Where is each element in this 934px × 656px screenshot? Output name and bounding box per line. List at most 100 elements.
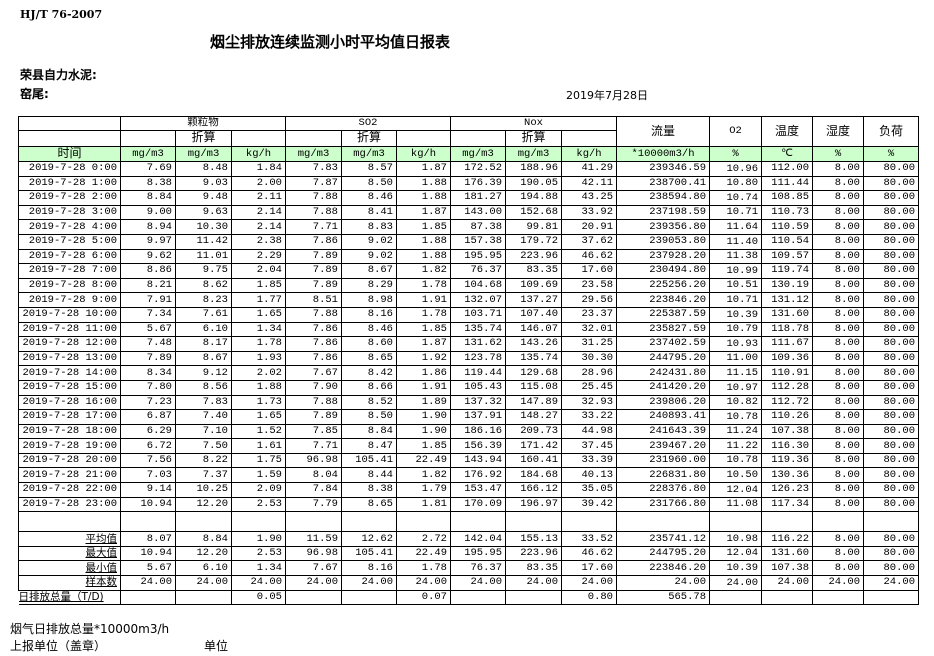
- summary-row: 最大值 10.94 12.20 2.53 96.98 105.41 22.49 195.95 2…: [18, 545, 919, 562]
- value-cell: 8.46: [341, 190, 397, 206]
- value-cell: 7.67: [285, 365, 342, 381]
- value-cell: 8.00: [812, 531, 864, 547]
- row-label: 2019-7-28 21:00: [18, 467, 121, 484]
- value-cell: 24.00: [341, 575, 397, 591]
- value-cell: 239806.20: [616, 394, 710, 411]
- value-cell: 9.00: [120, 204, 176, 221]
- value-cell: 12.62: [341, 531, 397, 547]
- value-cell: 33.22: [561, 409, 617, 425]
- value-cell: 7.88: [285, 394, 342, 411]
- value-cell: 10.71: [709, 204, 762, 221]
- value-cell: 8.00: [812, 365, 864, 381]
- value-cell: 7.90: [285, 379, 342, 396]
- value-cell: 0.07: [396, 589, 451, 606]
- value-cell: 142.04: [450, 531, 506, 547]
- value-cell: 7.86: [285, 233, 342, 250]
- row-label: 2019-7-28 12:00: [18, 336, 121, 352]
- value-cell: 10.94: [120, 496, 176, 513]
- row-label: 2019-7-28 16:00: [18, 394, 121, 411]
- value-cell: 130.36: [761, 467, 813, 484]
- value-cell: 96.98: [285, 545, 342, 562]
- value-cell: 8.41: [341, 204, 397, 221]
- value-cell: 8.00: [812, 379, 864, 396]
- value-cell: 8.51: [285, 292, 342, 308]
- value-cell: 30.30: [561, 350, 617, 367]
- value-cell: 9.12: [175, 365, 232, 381]
- table-row: 2019-7-28 18:00 6.29 7.10 1.52 7.85 8.84 1.90 1…: [18, 423, 919, 440]
- value-cell: 24.00: [812, 575, 864, 591]
- value-cell: 8.00: [812, 292, 864, 308]
- value-cell: 143.26: [505, 336, 562, 352]
- value-cell: 181.27: [450, 190, 506, 206]
- value-cell: 137.32: [450, 394, 506, 411]
- value-cell: 8.56: [175, 379, 232, 396]
- header-blank: [18, 130, 121, 147]
- value-cell: 8.00: [812, 175, 864, 192]
- value-cell: 8.66: [341, 379, 397, 396]
- value-cell: 8.57: [341, 161, 397, 177]
- unit-cell: kg/h: [396, 146, 451, 162]
- value-cell: 107.38: [761, 423, 813, 440]
- value-cell: 7.86: [285, 321, 342, 338]
- value-cell: 9.63: [175, 204, 232, 221]
- value-cell: 80.00: [863, 248, 919, 265]
- value-cell: 80.00: [863, 467, 919, 484]
- value-cell: 24.00: [505, 575, 562, 591]
- value-cell: 8.00: [812, 219, 864, 235]
- header-converted: 折算: [341, 130, 397, 147]
- value-cell: 10.96: [709, 161, 762, 177]
- table-row: 2019-7-28 7:00 8.86 9.75 2.04 7.89 8.67 1.82 76…: [18, 263, 919, 279]
- row-label: 2019-7-28 14:00: [18, 365, 121, 381]
- value-cell: 6.72: [120, 438, 176, 454]
- value-cell: 8.00: [812, 482, 864, 498]
- value-cell: 8.21: [120, 277, 176, 294]
- value-cell: 8.42: [341, 365, 397, 381]
- value-cell: 1.75: [231, 452, 286, 469]
- daily-total-row: 日排放总量（T/D) 0.05 0.07 0.80 565.78: [18, 589, 919, 606]
- value-cell: 107.40: [505, 306, 562, 323]
- blank-row: [18, 511, 919, 533]
- value-cell: 1.87: [396, 336, 451, 352]
- value-cell: 1.90: [396, 409, 451, 425]
- unit-name: 窑尾:: [20, 87, 49, 101]
- value-cell: [812, 589, 864, 606]
- unit-cell: mg/m3: [450, 146, 506, 162]
- company-name: 荣县自力水泥:: [20, 68, 97, 82]
- value-cell: 7.10: [175, 423, 232, 440]
- value-cell: 153.47: [450, 482, 506, 498]
- value-cell: 6.87: [120, 409, 176, 425]
- header-blank: [450, 130, 506, 147]
- value-cell: 239346.59: [616, 161, 710, 177]
- unit-cell: mg/m3: [341, 146, 397, 162]
- value-cell: 80.00: [863, 482, 919, 498]
- value-cell: 11.64: [709, 219, 762, 235]
- value-cell: 176.92: [450, 467, 506, 484]
- value-cell: 8.98: [341, 292, 397, 308]
- value-cell: 1.78: [396, 560, 451, 577]
- value-cell: 8.38: [120, 175, 176, 192]
- value-cell: 12.20: [175, 496, 232, 513]
- value-cell: 137.27: [505, 292, 562, 308]
- value-cell: 1.77: [231, 292, 286, 308]
- value-cell: 1.61: [231, 438, 286, 454]
- value-cell: 24.00: [285, 575, 342, 591]
- value-cell: 5.67: [120, 560, 176, 577]
- table-row: 2019-7-28 14:00 8.34 9.12 2.02 7.67 8.42 1.86 1…: [18, 365, 919, 381]
- value-cell: 33.92: [561, 204, 617, 221]
- value-cell: 110.54: [761, 233, 813, 250]
- value-cell: 8.84: [175, 531, 232, 547]
- value-cell: 80.00: [863, 350, 919, 367]
- value-cell: 80.00: [863, 496, 919, 513]
- value-cell: 110.59: [761, 219, 813, 235]
- value-cell: 10.74: [709, 190, 762, 206]
- value-cell: 11.22: [709, 438, 762, 454]
- value-cell: 8.84: [120, 190, 176, 206]
- value-cell: 35.05: [561, 482, 617, 498]
- value-cell: 80.00: [863, 161, 919, 177]
- value-cell: 108.85: [761, 190, 813, 206]
- value-cell: 244795.20: [616, 545, 710, 562]
- table-row: 2019-7-28 4:00 8.94 10.30 2.14 7.71 8.83 1.85 8…: [18, 219, 919, 235]
- row-label: 2019-7-28 0:00: [18, 161, 121, 177]
- empty-cell: [285, 511, 342, 533]
- value-cell: 223846.20: [616, 292, 710, 308]
